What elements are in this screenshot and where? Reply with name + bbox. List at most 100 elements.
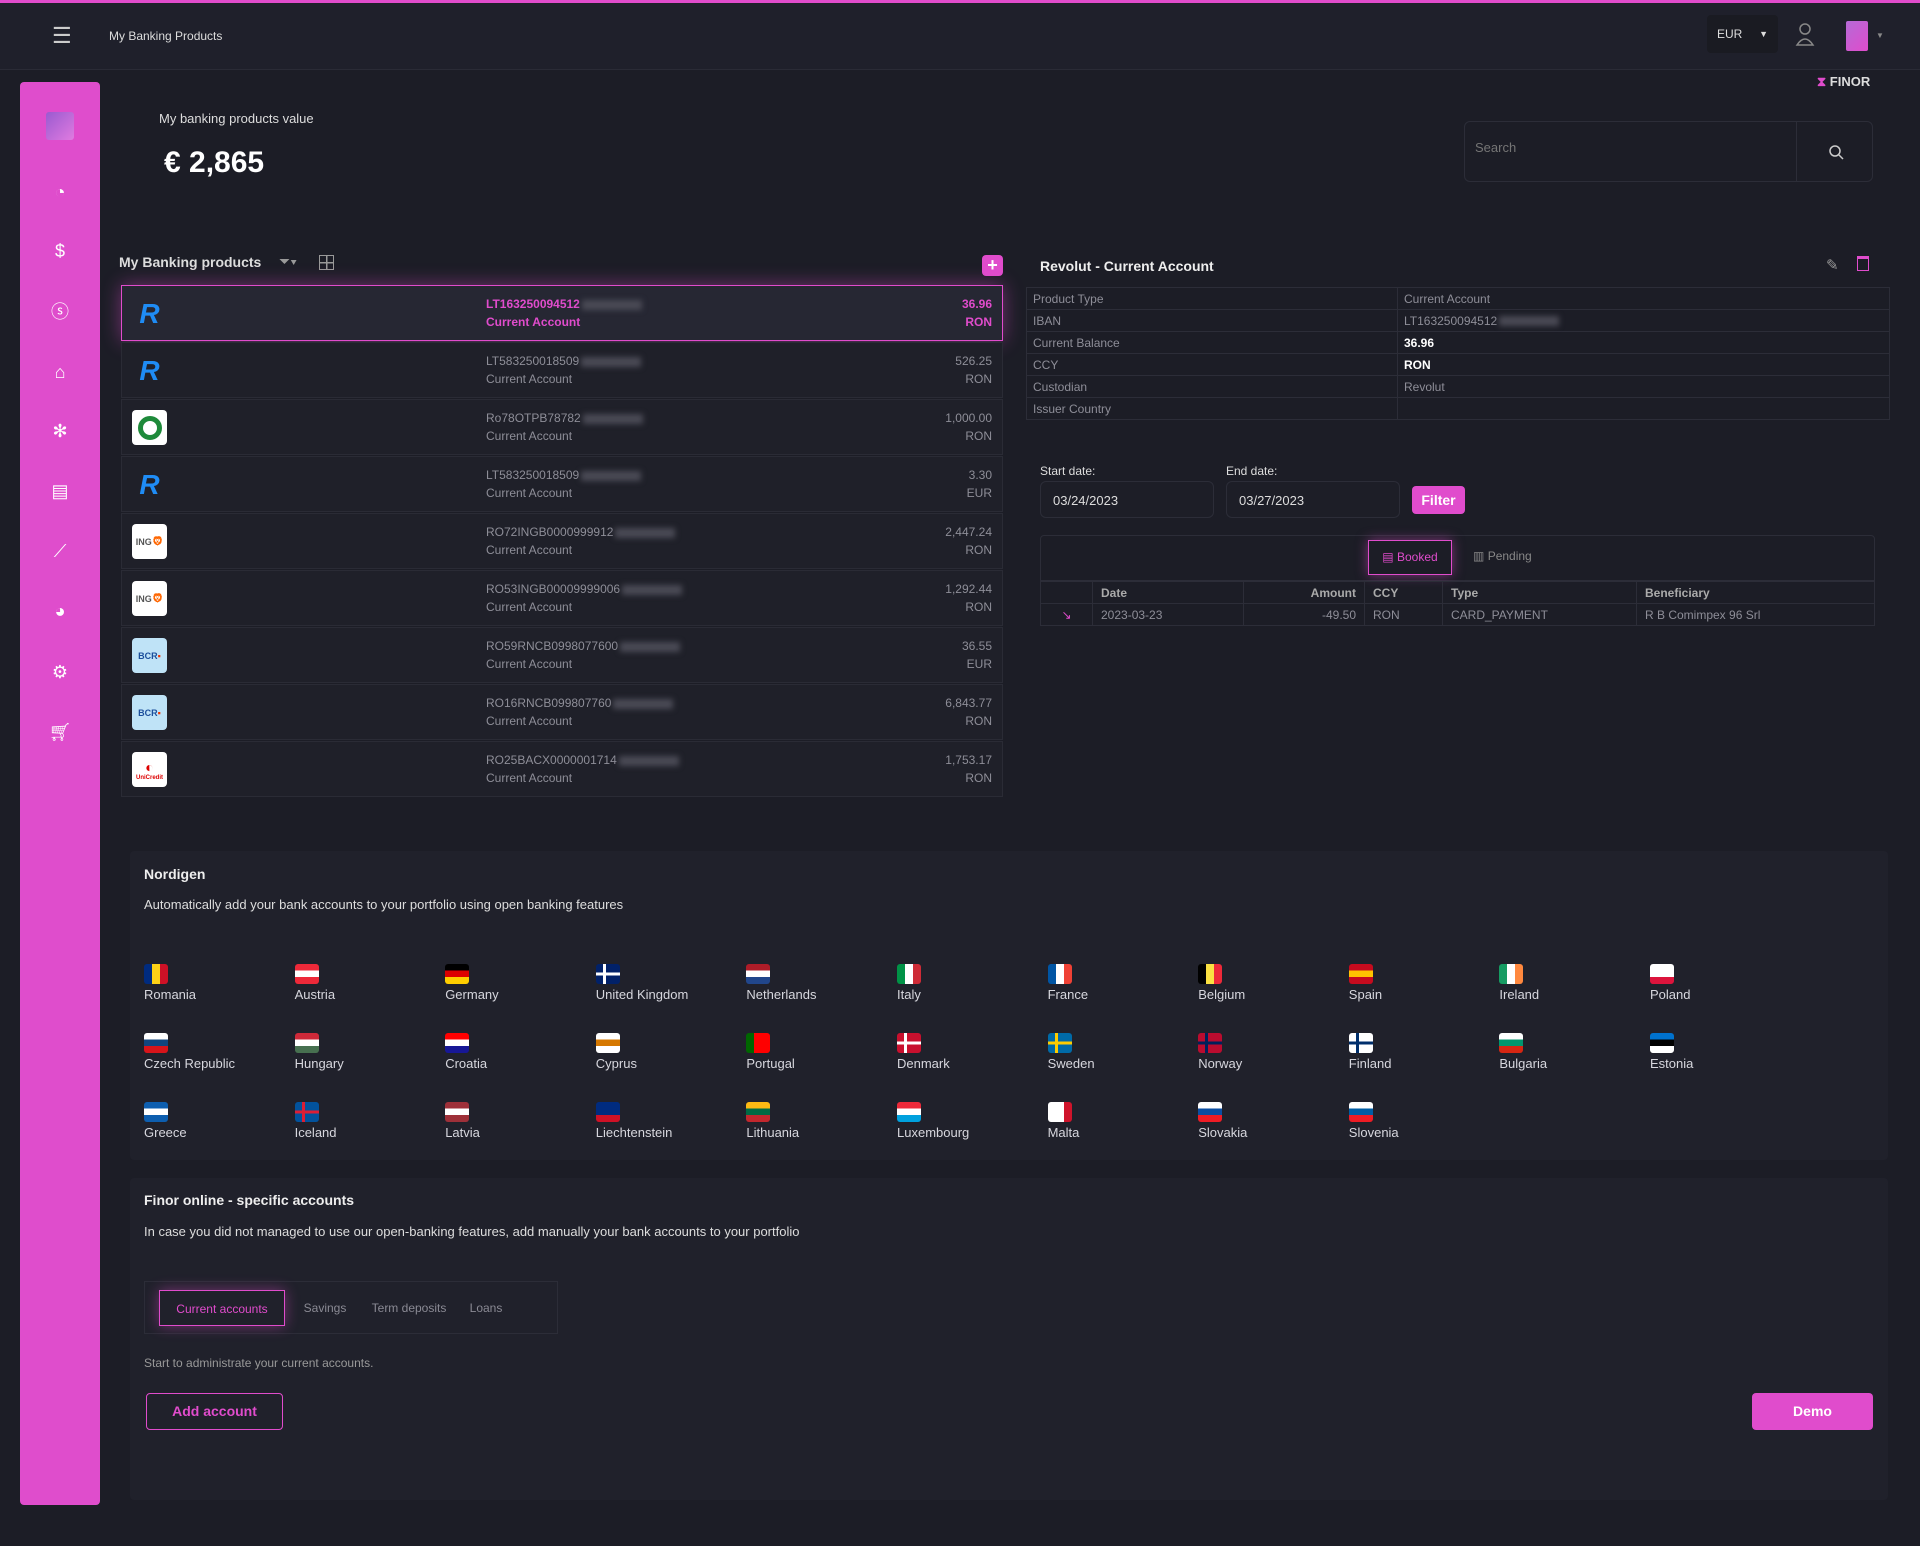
country-label[interactable]: Czech Republic: [144, 1056, 236, 1071]
country-label[interactable]: Estonia: [1650, 1056, 1694, 1071]
flag-united-kingdom-icon[interactable]: [595, 964, 620, 984]
menu-icon[interactable]: ☰: [52, 23, 72, 48]
edit-icon[interactable]: ✎: [1826, 257, 1839, 274]
flag-portugal-icon[interactable]: [746, 1033, 771, 1053]
country-label[interactable]: Romania: [144, 987, 197, 1002]
country-label[interactable]: Latvia: [445, 1125, 480, 1140]
tab-loans[interactable]: Loans: [469, 1301, 503, 1315]
flag-belgium-icon[interactable]: [1198, 964, 1223, 984]
flag-france-icon[interactable]: [1047, 964, 1072, 984]
flag-liechtenstein-icon[interactable]: [595, 1102, 620, 1122]
country-label[interactable]: Portugal: [746, 1056, 795, 1071]
product-row[interactable]: R LT163250094512 Current Account 36.96 RON: [121, 285, 1003, 341]
avatar-icon[interactable]: [46, 112, 74, 140]
country-label[interactable]: Slovenia: [1348, 1125, 1399, 1140]
filter-button[interactable]: Filter: [1412, 486, 1465, 514]
start-date-input[interactable]: 03/24/2023: [1040, 481, 1214, 518]
country-label[interactable]: Hungary: [294, 1056, 344, 1071]
flag-norway-icon[interactable]: [1198, 1033, 1223, 1053]
product-row[interactable]: ◐ UniCredit RO25BACX0000001714 Current Acco…: [121, 741, 1003, 797]
grid-view-icon[interactable]: [319, 255, 334, 270]
line-chart-icon[interactable]: ⟋: [53, 541, 67, 561]
flag-germany-icon[interactable]: [445, 964, 470, 984]
settings-gear-icon[interactable]: ⚙: [51, 662, 69, 682]
caret-down-icon[interactable]: ▼: [1876, 31, 1884, 40]
country-label[interactable]: Finland: [1348, 1056, 1392, 1071]
country-label[interactable]: Ireland: [1499, 987, 1540, 1002]
user-icon[interactable]: [1795, 21, 1815, 47]
product-row[interactable]: ING 🦁︎ RO72INGB0000999912 Current Account 2,…: [121, 513, 1003, 569]
search-button[interactable]: [1796, 122, 1874, 181]
flag-finland-icon[interactable]: [1348, 1033, 1373, 1053]
flag-slovakia-icon[interactable]: [1198, 1102, 1223, 1122]
flag-romania-icon[interactable]: [144, 964, 168, 984]
shopping-cart-icon[interactable]: 🛒︎: [48, 722, 72, 742]
tab-booked[interactable]: ▤ Booked: [1368, 540, 1452, 575]
flag-croatia-icon[interactable]: [445, 1033, 470, 1053]
flag-cyprus-icon[interactable]: [595, 1033, 620, 1053]
flag-netherlands-icon[interactable]: [746, 964, 771, 984]
dashboard-gauge-icon[interactable]: ◔: [54, 182, 66, 202]
flag-ireland-icon[interactable]: [1499, 964, 1524, 984]
country-label[interactable]: Greece: [144, 1125, 187, 1140]
delete-trash-icon[interactable]: [1857, 256, 1869, 271]
flag-denmark-icon[interactable]: [897, 1033, 921, 1053]
flag-latvia-icon[interactable]: [445, 1102, 470, 1122]
certificate-icon[interactable]: ▤: [51, 481, 69, 501]
flag-estonia-icon[interactable]: [1650, 1033, 1674, 1053]
demo-button[interactable]: Demo: [1752, 1393, 1873, 1430]
pie-chart-icon[interactable]: ◕: [54, 601, 66, 621]
network-icon[interactable]: ✻: [52, 421, 68, 441]
currency-select[interactable]: EUR ▼: [1707, 15, 1778, 53]
country-label[interactable]: Poland: [1650, 987, 1691, 1002]
country-label[interactable]: Sweden: [1047, 1056, 1095, 1071]
flag-austria-icon[interactable]: [294, 964, 319, 984]
flag-bulgaria-icon[interactable]: [1499, 1033, 1524, 1053]
flag-slovenia-icon[interactable]: [1348, 1102, 1373, 1122]
flag-greece-icon[interactable]: [144, 1102, 168, 1122]
flag-lithuania-icon[interactable]: [746, 1102, 771, 1122]
tab-current-accounts[interactable]: Current accounts: [159, 1290, 285, 1326]
avatar[interactable]: [1846, 21, 1868, 51]
flag-hungary-icon[interactable]: [294, 1033, 319, 1053]
add-product-button[interactable]: +: [982, 255, 1003, 276]
product-row[interactable]: BCR ▪ RO16RNCB099807760 Current Account 6,84…: [121, 684, 1003, 740]
country-label[interactable]: France: [1047, 987, 1089, 1002]
country-label[interactable]: Luxembourg: [897, 1125, 970, 1140]
flag-poland-icon[interactable]: [1650, 964, 1674, 984]
country-label[interactable]: United Kingdom: [595, 987, 689, 1002]
country-label[interactable]: Croatia: [445, 1056, 488, 1071]
country-label[interactable]: Netherlands: [746, 987, 817, 1002]
flag-italy-icon[interactable]: [897, 964, 921, 984]
country-label[interactable]: Belgium: [1198, 987, 1246, 1002]
product-row[interactable]: Ro78OTPB78782 Current Account 1,000.00 RON: [121, 399, 1003, 455]
tab-savings[interactable]: Savings: [303, 1301, 347, 1315]
country-label[interactable]: Cyprus: [595, 1056, 637, 1071]
country-label[interactable]: Italy: [897, 987, 921, 1002]
filter-icon[interactable]: ⏷▾: [279, 253, 298, 269]
column-header[interactable]: [1040, 581, 1093, 604]
country-label[interactable]: Germany: [445, 987, 499, 1002]
column-header[interactable]: Amount: [1243, 581, 1365, 604]
country-label[interactable]: Bulgaria: [1499, 1056, 1548, 1071]
product-row[interactable]: R LT583250018509 Current Account 526.25 RON: [121, 342, 1003, 398]
country-label[interactable]: Austria: [294, 987, 336, 1002]
column-header[interactable]: Date: [1092, 581, 1244, 604]
product-row[interactable]: R LT583250018509 Current Account 3.30 EUR: [121, 456, 1003, 512]
column-header[interactable]: CCY: [1364, 581, 1443, 604]
country-label[interactable]: Norway: [1198, 1056, 1243, 1071]
tab-term-deposits[interactable]: Term deposits: [371, 1301, 447, 1315]
flag-malta-icon[interactable]: [1047, 1102, 1072, 1122]
country-label[interactable]: Liechtenstein: [595, 1125, 673, 1140]
country-label[interactable]: Iceland: [294, 1125, 337, 1140]
product-row[interactable]: ING 🦁︎ RO53INGB00009999006 Current Account 1…: [121, 570, 1003, 626]
column-header[interactable]: Type: [1442, 581, 1637, 604]
country-label[interactable]: Denmark: [897, 1056, 950, 1071]
money-bag-icon[interactable]: ⓢ: [51, 302, 69, 322]
product-row[interactable]: BCR ▪ RO59RNCB0998077600 Current Account 36.…: [121, 627, 1003, 683]
country-label[interactable]: Spain: [1348, 987, 1383, 1002]
home-icon[interactable]: ⌂: [54, 362, 66, 382]
flag-iceland-icon[interactable]: [294, 1102, 319, 1122]
country-label[interactable]: Malta: [1047, 1125, 1080, 1140]
country-label[interactable]: Slovakia: [1198, 1125, 1248, 1140]
